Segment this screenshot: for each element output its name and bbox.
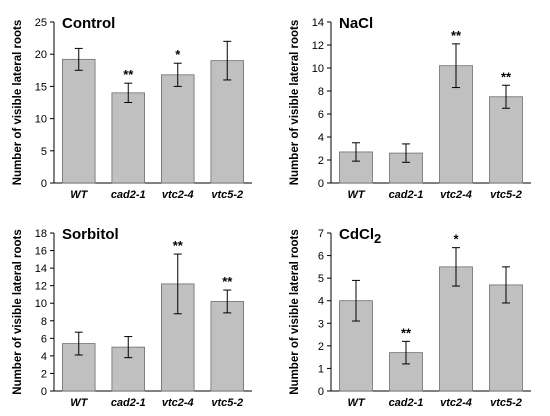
y-tick-label: 5 [318,273,324,285]
y-tick-label: 6 [318,109,324,121]
y-axis-label: Number of visible lateral roots [12,229,24,395]
y-tick-label: 8 [318,86,324,98]
bar [210,60,244,184]
y-tick-label: 2 [318,155,324,167]
bar [62,58,96,184]
category-label: vtc2-4 [440,397,472,409]
significance-label: ** [451,28,462,43]
y-axis-label: Number of visible lateral roots [289,20,301,186]
significance-label: ** [501,69,512,84]
bar [439,266,473,392]
category-label: vtc2-4 [440,189,472,201]
y-tick-label: 3 [318,318,324,330]
y-tick-label: 7 [318,228,324,240]
panel-title-subscript: 2 [374,231,381,246]
category-label: WT [347,397,365,409]
category-label: vtc2-4 [162,397,194,409]
panel-title: CdCl2 [339,226,381,246]
y-tick-label: 15 [35,81,47,93]
y-tick-label: 10 [312,63,324,75]
significance-label: ** [401,325,412,340]
y-axis-label: Number of visible lateral roots [289,229,301,395]
y-tick-label: 0 [318,178,324,190]
y-tick-label: 0 [41,386,47,398]
category-label: cad2-1 [389,189,424,201]
y-tick-label: 10 [35,114,47,126]
category-label: vtc5-2 [490,189,522,201]
y-tick-label: 14 [312,17,324,29]
category-label: vtc5-2 [490,397,522,409]
y-axis-label: Number of visible lateral roots [12,20,24,186]
y-tick-label: 2 [318,341,324,353]
significance-label: * [175,47,181,62]
y-tick-label: 0 [318,386,324,398]
category-label: cad2-1 [111,397,146,409]
chart-panel-4: 0 1 2 3 4 5 6 7 WT ** cad2-1 * vtc2-4 vtc5-2 CdCl2 Numb… [289,226,531,409]
y-tick-label: 8 [41,316,47,328]
bar [111,92,145,184]
y-tick-label: 25 [35,17,47,29]
y-tick-label: 5 [41,146,47,158]
significance-label: * [453,232,459,247]
y-tick-label: 0 [41,178,47,190]
panel-title: Control [62,15,115,32]
chart-panel-1: 0 5 10 15 20 25 WT ** cad2-1 * vtc2-4 vtc5-2 Control… [12,15,252,201]
significance-label: ** [222,274,233,289]
category-label: WT [70,397,88,409]
y-tick-label: 6 [41,333,47,345]
y-tick-label: 6 [318,251,324,263]
y-tick-label: 10 [35,298,47,310]
y-tick-label: 1 [318,363,324,375]
bar [489,96,523,184]
y-tick-label: 4 [318,132,324,144]
category-label: vtc5-2 [211,189,243,201]
y-tick-label: 14 [35,263,47,275]
y-tick-label: 20 [35,49,47,61]
chart-panel-3: 0 2 4 6 8 10 12 14 16 18 WT cad2-1 ** vtc2-4 ** vtc5-2 S… [12,226,252,409]
panel-title: NaCl [339,15,373,32]
category-label: vtc5-2 [211,397,243,409]
category-label: cad2-1 [389,397,424,409]
y-tick-label: 16 [35,246,47,258]
category-label: WT [70,189,88,201]
significance-label: ** [123,67,134,82]
bar [161,74,195,184]
category-label: WT [347,189,365,201]
chart-panel-2: 0 2 4 6 8 10 12 14 WT cad2-1 ** vtc2-4 ** vtc5-2 NaCl N… [289,15,531,201]
panel-title: Sorbitol [62,226,119,243]
y-tick-label: 12 [312,40,324,52]
y-tick-label: 4 [41,351,47,363]
y-tick-label: 12 [35,281,47,293]
y-tick-label: 18 [35,228,47,240]
category-label: vtc2-4 [162,189,194,201]
y-tick-label: 2 [41,368,47,380]
significance-label: ** [173,238,184,253]
y-tick-label: 4 [318,296,324,308]
category-label: cad2-1 [111,189,146,201]
bar [210,301,244,392]
